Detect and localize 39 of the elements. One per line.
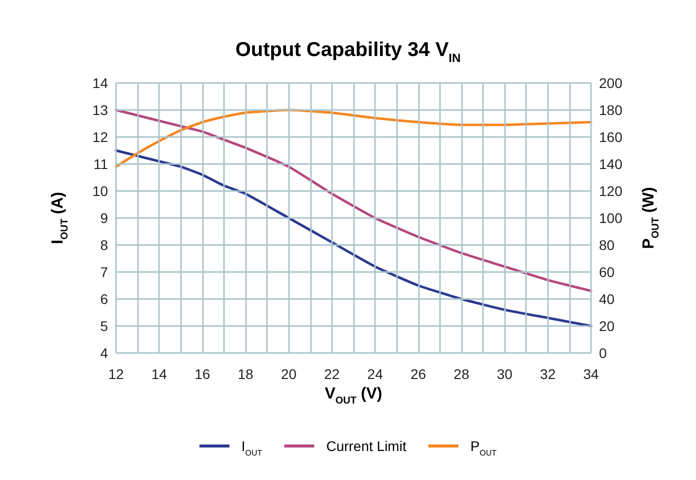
y2-tick-label: 160 [599, 129, 623, 145]
y2-tick-label: 40 [599, 291, 615, 307]
line-series [114, 149, 592, 328]
y-tick-label: 11 [93, 156, 108, 172]
y-tick-label: 8 [100, 237, 108, 253]
y-tick-label: 12 [92, 129, 108, 145]
line-series [114, 108, 592, 292]
x-tick-label: 20 [280, 366, 297, 382]
x-tick-label: 34 [583, 366, 599, 382]
y2-tick-label: 100 [599, 210, 623, 226]
y-tick-label: 9 [100, 210, 108, 226]
x-tick-label: 30 [496, 366, 513, 382]
y-tick-label: 5 [100, 318, 108, 334]
legend-label: Current Limit [326, 438, 406, 454]
y-tick-label: 6 [100, 291, 108, 307]
x-tick-label: 14 [151, 366, 168, 382]
x-tick-label: 18 [238, 366, 254, 382]
y2-tick-label: 180 [599, 102, 623, 118]
y-tick-label: 10 [92, 183, 108, 199]
x-tick-label: 26 [410, 366, 426, 382]
y-tick-label: 7 [100, 264, 108, 280]
y-axis-title: IOUT (A) [50, 192, 70, 244]
y2-tick-label: 0 [599, 345, 607, 361]
line-series [114, 108, 592, 168]
x-tick-label: 28 [454, 366, 470, 382]
x-tick-label: 16 [194, 366, 210, 382]
y2-tick-label: 60 [599, 264, 615, 280]
y2-tick-label: 140 [599, 156, 623, 172]
y2-tick-label: 20 [599, 318, 615, 334]
y2-tick-label: 80 [599, 237, 615, 253]
y-tick-label: 4 [100, 345, 108, 361]
y2-tick-label: 200 [599, 75, 623, 91]
y-tick-label: 14 [92, 75, 108, 91]
y2-axis-title: POUT (W) [640, 187, 662, 249]
x-tick-label: 22 [324, 366, 340, 382]
y-tick-label: 13 [92, 102, 108, 118]
x-tick-label: 24 [367, 366, 384, 382]
y2-tick-label: 120 [599, 183, 623, 199]
x-tick-label: 32 [540, 366, 556, 382]
